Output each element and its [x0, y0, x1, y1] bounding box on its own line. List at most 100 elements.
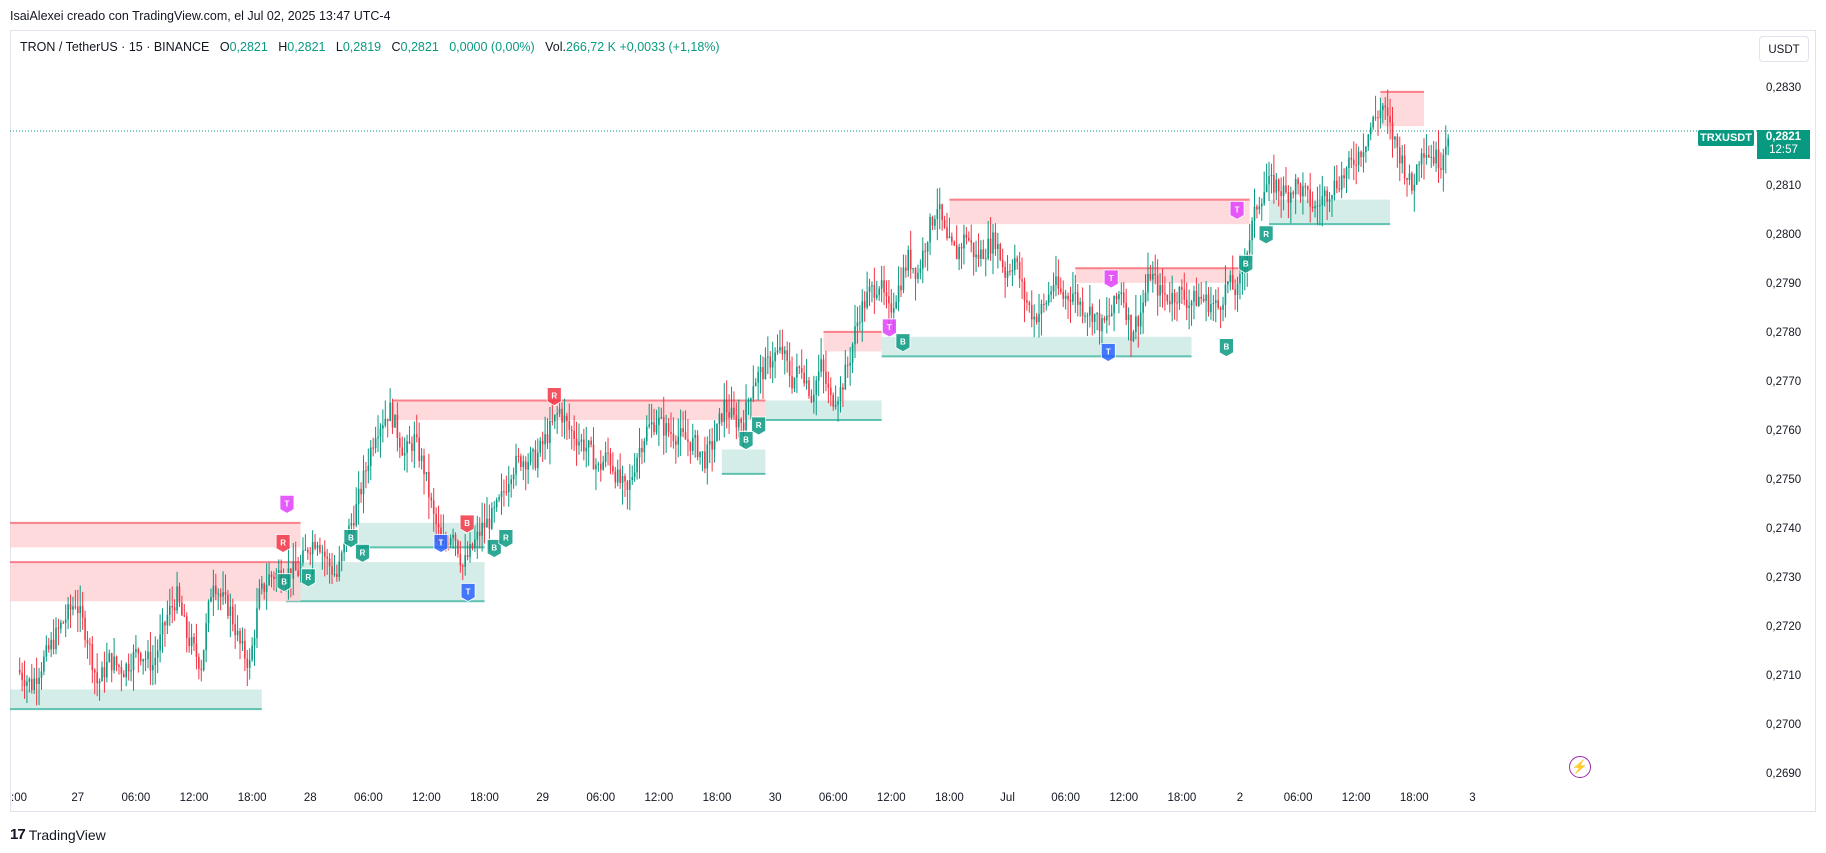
candle-body: [813, 394, 815, 402]
candle-body: [178, 586, 181, 603]
candle-body: [866, 291, 868, 308]
candle-body: [999, 244, 1002, 260]
signal-label-text: B: [900, 338, 906, 347]
candle-body: [210, 597, 212, 602]
candle-body: [1178, 286, 1181, 304]
candle-body: [522, 461, 525, 467]
candle-body: [333, 573, 336, 575]
candle-body: [1190, 301, 1193, 306]
y-tick-label: 0,2800: [1766, 229, 1801, 241]
signal-label-text: T: [466, 588, 471, 597]
candle-body: [343, 542, 345, 553]
candle-body: [1081, 301, 1084, 316]
candle-body: [776, 350, 779, 353]
candle-body: [425, 472, 428, 475]
candle-body: [1205, 294, 1207, 301]
y-tick-label: 0,2730: [1766, 572, 1801, 584]
candle-body: [1076, 292, 1079, 305]
candle-body: [406, 441, 408, 454]
candle-body: [1176, 302, 1178, 304]
candle-body: [127, 664, 130, 672]
candle-body: [650, 422, 653, 425]
candle-body: [202, 650, 205, 671]
lightning-icon[interactable]: ⚡: [1569, 756, 1591, 778]
x-tick-label: 06:00: [354, 792, 383, 804]
candle-body: [914, 268, 917, 279]
y-tick-label: 0,2780: [1766, 327, 1801, 339]
candle-body: [1113, 295, 1115, 314]
candle-body: [1060, 288, 1062, 292]
candle-body: [205, 623, 207, 651]
low-value: 0,2819: [342, 40, 382, 54]
candle-body: [122, 673, 125, 678]
candle-body: [1028, 302, 1031, 306]
candle-body: [808, 380, 810, 397]
candle-body: [810, 396, 813, 402]
candle-body: [888, 296, 890, 304]
candle-body: [1202, 298, 1205, 301]
candle-body: [1193, 290, 1195, 302]
candle-body: [875, 294, 878, 298]
signal-marker: [751, 416, 767, 436]
candle-body: [1256, 206, 1258, 210]
candle-body: [774, 352, 776, 362]
candle-body: [1425, 155, 1428, 158]
candle-body: [1040, 304, 1043, 314]
candle-body: [546, 434, 549, 444]
candle-body: [982, 249, 985, 259]
candle-body: [648, 424, 650, 427]
candle-body: [173, 607, 176, 611]
candle-body: [829, 387, 832, 396]
legend-symbol[interactable]: TRON / TetherUS · 15 · BINANCE: [20, 40, 210, 54]
tradingview-logo[interactable]: 17 TradingView: [10, 826, 106, 843]
candle-body: [420, 455, 423, 462]
close-label: C: [391, 40, 401, 54]
candle-body: [1309, 189, 1311, 207]
candle-body: [747, 401, 750, 403]
demand-zone: [10, 689, 262, 710]
candle-body: [955, 245, 958, 260]
candle-body: [57, 627, 60, 629]
tradingview-mark-icon: 17: [10, 826, 26, 843]
candle-body: [338, 561, 341, 577]
x-tick-label: 06:00: [819, 792, 848, 804]
close-value: 0,2821: [400, 40, 439, 54]
candle-body: [391, 402, 394, 428]
candle-body: [793, 377, 796, 389]
candle-body: [815, 380, 818, 395]
bar-countdown: 12:57: [1769, 144, 1798, 156]
candle-body: [779, 347, 781, 351]
candle-body: [1430, 156, 1433, 158]
candle-body: [655, 425, 658, 433]
candle-body: [253, 638, 256, 646]
candle-body: [43, 656, 45, 672]
candle-body: [951, 236, 953, 242]
candle-body: [229, 606, 232, 616]
candle-body: [314, 541, 316, 549]
candle-body: [1030, 305, 1033, 320]
candle-body: [74, 606, 77, 608]
candle-body: [217, 593, 220, 595]
candle-body: [84, 617, 86, 640]
candle-body: [227, 594, 229, 616]
candle-body: [1323, 190, 1326, 197]
candle-body: [1311, 206, 1314, 209]
currency-button[interactable]: USDT: [1759, 36, 1809, 62]
candle-body: [679, 428, 682, 437]
candle-body: [498, 497, 500, 500]
chart-frame[interactable]: [10, 30, 1816, 812]
candle-body: [261, 583, 263, 589]
candle-body: [1181, 286, 1183, 290]
candle-body: [822, 359, 825, 372]
candle-body: [602, 461, 604, 470]
candle-body: [587, 440, 590, 448]
candle-body: [139, 653, 142, 662]
x-tick-label: 18:00: [470, 792, 499, 804]
candle-body: [636, 457, 638, 473]
candle-body: [265, 584, 268, 592]
x-tick-label: 06:00: [586, 792, 615, 804]
candle-body: [500, 491, 503, 498]
candle-body: [1239, 274, 1241, 284]
candle-body: [67, 604, 69, 620]
